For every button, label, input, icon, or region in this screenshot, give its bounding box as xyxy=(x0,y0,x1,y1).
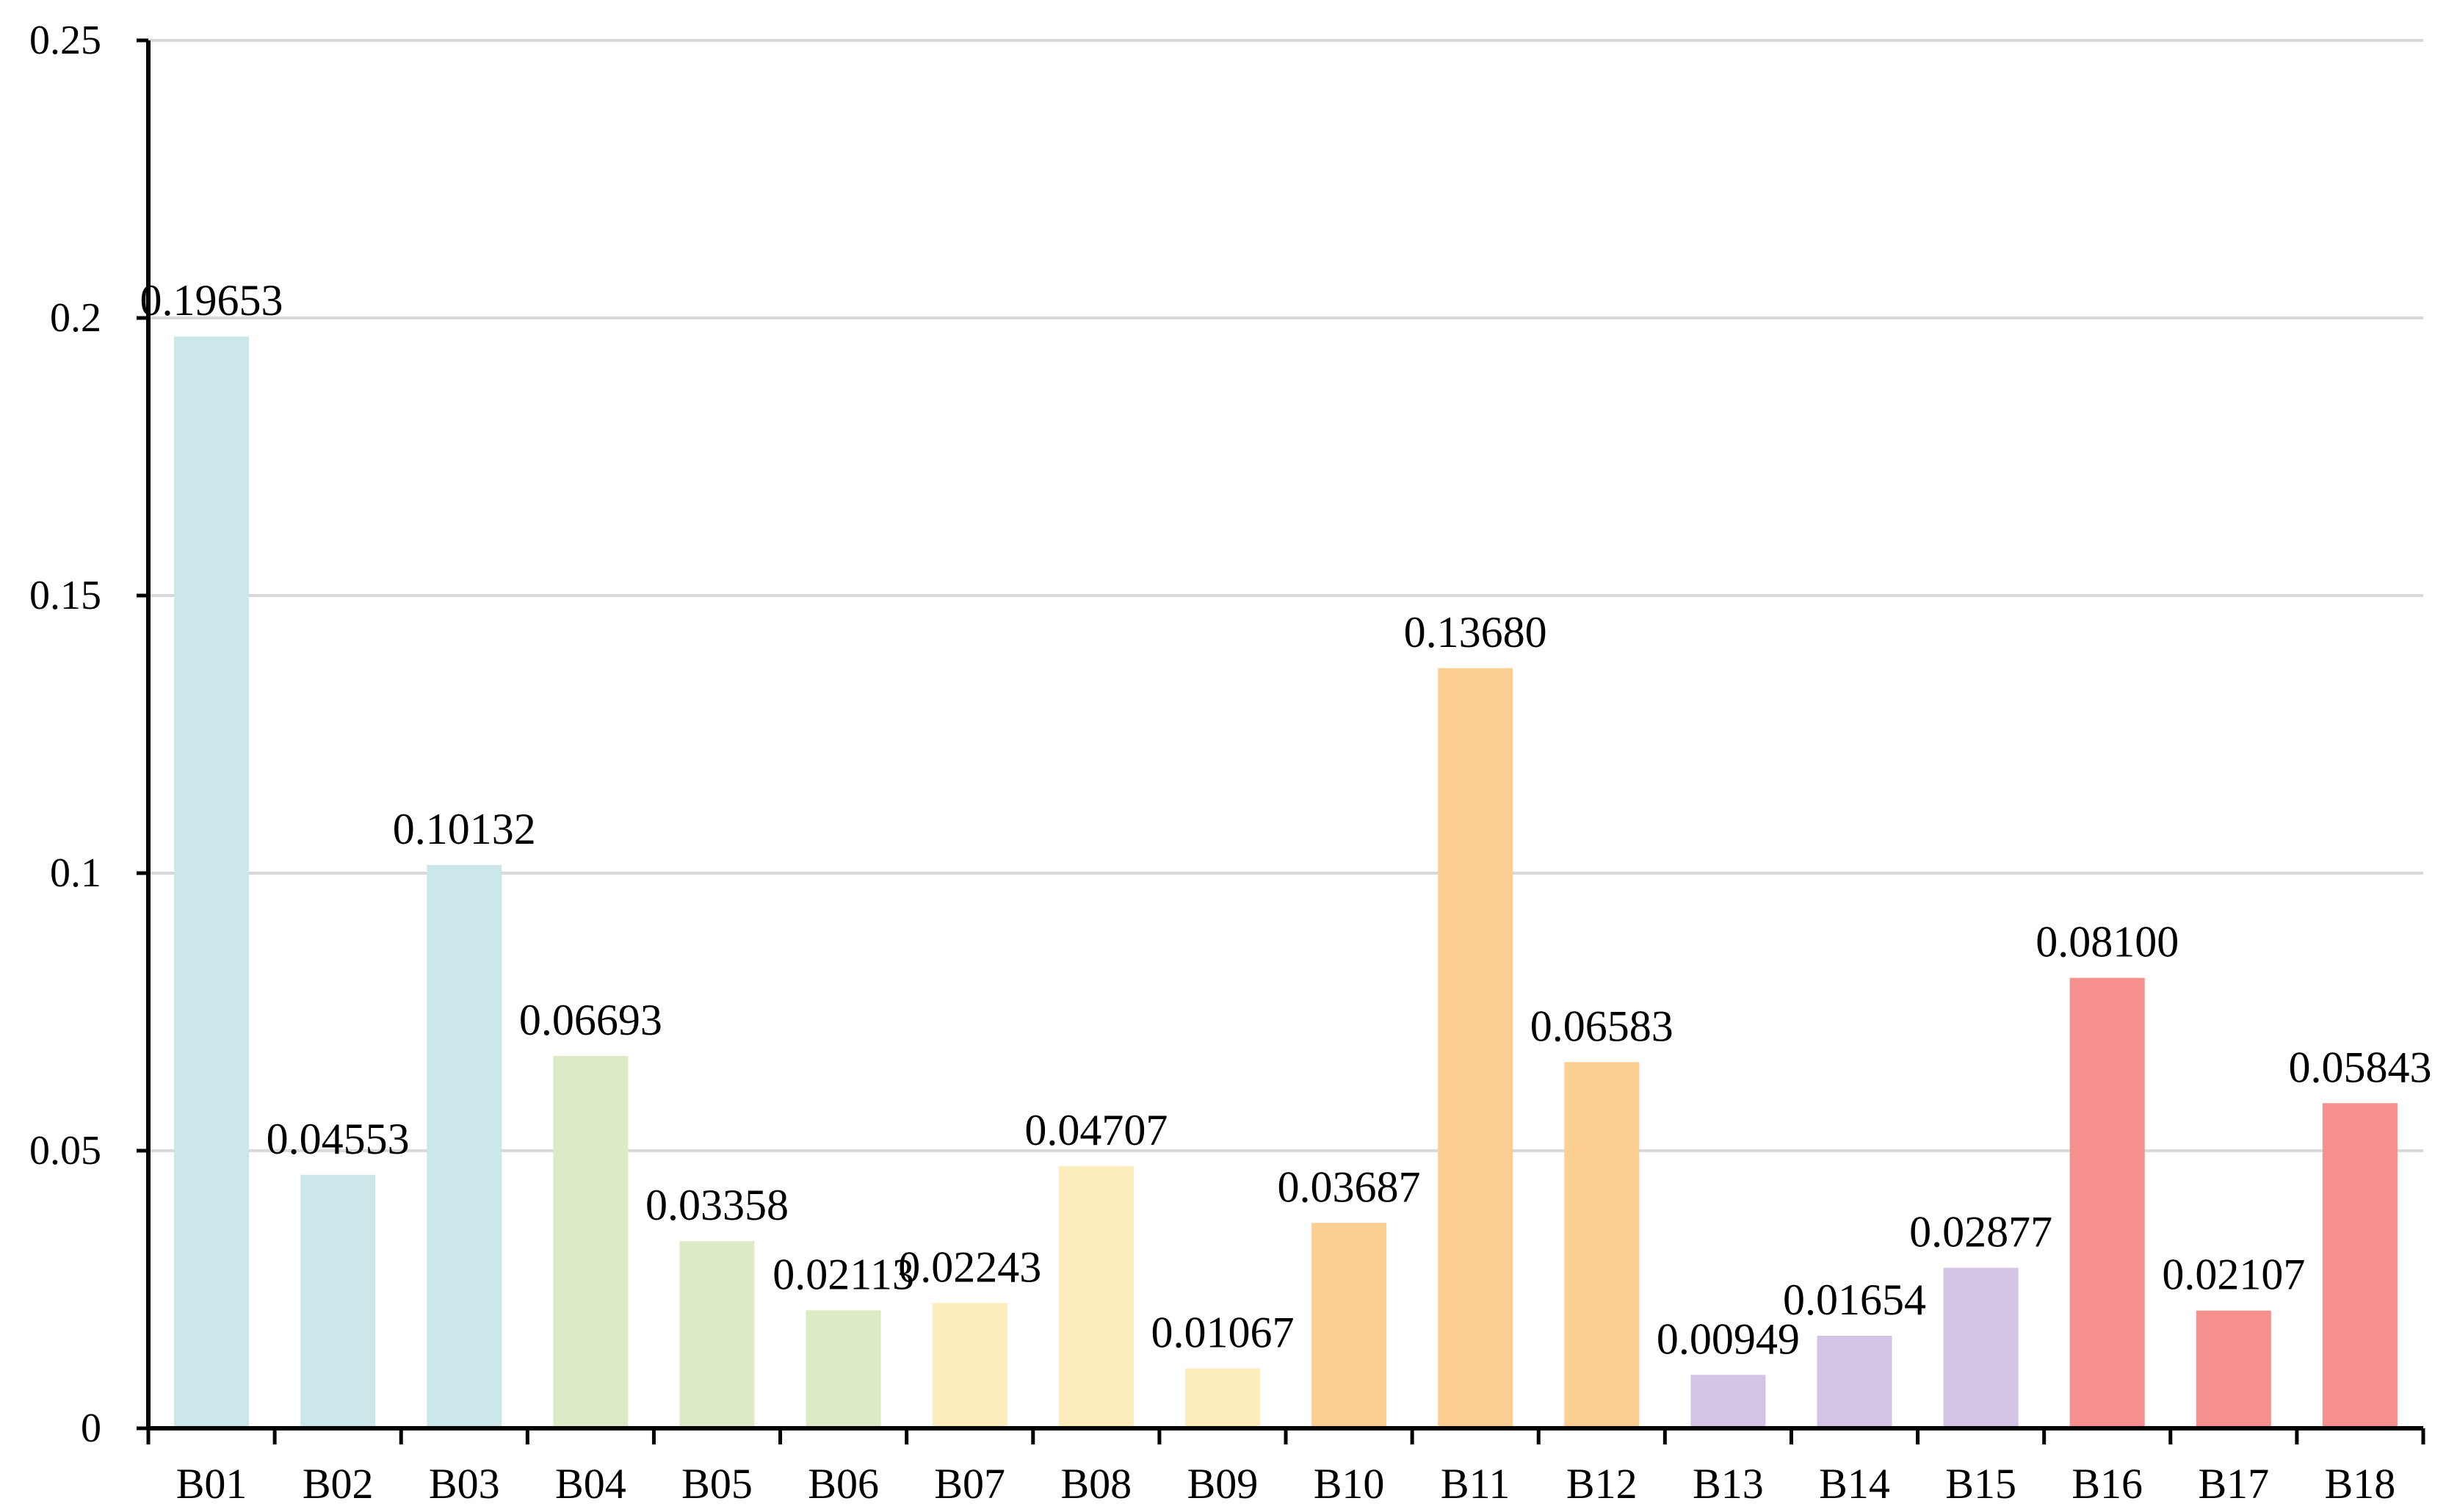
data-label: 0.08100 xyxy=(2036,918,2179,966)
bar-b12 xyxy=(1564,1062,1640,1429)
bar-b09 xyxy=(1184,1368,1260,1430)
bar-b05 xyxy=(679,1241,755,1430)
x-tick-label: B03 xyxy=(429,1460,500,1508)
y-tick-label: 0.05 xyxy=(29,1128,101,1173)
y-tick-label: 0.2 xyxy=(50,295,101,341)
axes xyxy=(137,38,2425,1444)
bar-b14 xyxy=(1817,1335,1892,1430)
data-label: 0.06583 xyxy=(1530,1002,1674,1050)
bar-b06 xyxy=(806,1310,881,1429)
bar-b02 xyxy=(300,1174,376,1429)
data-label: 0.02877 xyxy=(1909,1207,2052,1256)
bar-b01 xyxy=(174,336,250,1430)
bar-b03 xyxy=(427,865,502,1429)
x-tick-label: B05 xyxy=(681,1460,753,1508)
bar-b15 xyxy=(1943,1267,2019,1429)
data-label: 0.02107 xyxy=(2162,1251,2305,1299)
bar-b08 xyxy=(1058,1166,1134,1429)
bar-b10 xyxy=(1311,1223,1387,1430)
bar-b18 xyxy=(2322,1103,2398,1429)
y-tick-label: 0.1 xyxy=(50,850,101,896)
data-label: 0.04553 xyxy=(267,1115,410,1163)
data-label: 0.10132 xyxy=(393,805,536,853)
bar-b04 xyxy=(553,1056,629,1429)
x-tick-label: B07 xyxy=(934,1460,1005,1508)
data-label: 0.04707 xyxy=(1024,1106,1168,1154)
data-label: 0.13680 xyxy=(1404,608,1547,656)
x-tick-label: B15 xyxy=(1945,1460,2016,1508)
labels: 0 0.05 0.1 0.15 0.2 0.25 0.19653 B01 0.04553 B02 0… xyxy=(29,18,2431,1508)
x-tick-label: B17 xyxy=(2198,1460,2269,1508)
x-tick-label: B18 xyxy=(2325,1460,2396,1508)
data-label: 0.02113 xyxy=(772,1250,914,1298)
x-tick-label: B13 xyxy=(1693,1460,1764,1508)
data-label: 0.19653 xyxy=(140,276,283,325)
x-tick-label: B02 xyxy=(303,1460,374,1508)
x-tick-label: B01 xyxy=(176,1460,247,1508)
x-tick-label: B14 xyxy=(1819,1460,1890,1508)
x-tick-label: B04 xyxy=(555,1460,626,1508)
bar-b11 xyxy=(1438,668,1513,1429)
bar-b17 xyxy=(2196,1310,2271,1430)
bars xyxy=(174,336,2398,1430)
data-label: 0.01654 xyxy=(1783,1276,1926,1324)
data-label: 0.02243 xyxy=(898,1242,1041,1291)
y-tick-label: 0.15 xyxy=(29,573,101,618)
x-tick-label: B10 xyxy=(1314,1460,1385,1508)
data-label: 0.03358 xyxy=(645,1181,789,1229)
bar-b13 xyxy=(1690,1375,1766,1430)
data-label: 0.03687 xyxy=(1278,1162,1421,1211)
data-label: 0.01067 xyxy=(1151,1308,1294,1356)
gridlines xyxy=(148,39,2423,1152)
bar-b07 xyxy=(932,1303,1007,1429)
x-tick-label: B09 xyxy=(1187,1460,1259,1508)
x-tick-label: B08 xyxy=(1060,1460,1132,1508)
bar-b16 xyxy=(2069,977,2145,1429)
y-tick-label: 0.25 xyxy=(29,18,101,63)
data-label: 0.06693 xyxy=(519,996,662,1044)
data-label: 0.00949 xyxy=(1657,1314,1800,1363)
x-tick-label: B12 xyxy=(1566,1460,1638,1508)
y-tick-label: 0 xyxy=(81,1406,101,1451)
data-label: 0.05843 xyxy=(2288,1043,2431,1091)
x-tick-label: B16 xyxy=(2071,1460,2143,1508)
x-tick-label: B06 xyxy=(808,1460,879,1508)
x-tick-label: B11 xyxy=(1441,1460,1510,1508)
